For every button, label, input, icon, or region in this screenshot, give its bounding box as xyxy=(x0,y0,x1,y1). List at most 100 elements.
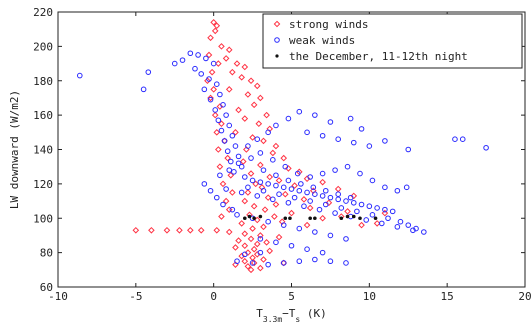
weak-winds-point xyxy=(394,187,401,194)
strong-winds-point xyxy=(215,146,222,153)
strong-winds-point xyxy=(257,94,264,102)
x-tick-label: -5 xyxy=(129,290,142,303)
legend-label-december-night: the December, 11-12th night xyxy=(289,50,468,63)
strong-winds-point xyxy=(309,187,317,195)
strong-winds-point xyxy=(205,51,213,59)
strong-winds-point xyxy=(344,208,351,215)
strong-winds-point xyxy=(225,228,233,236)
x-tick-label: 20 xyxy=(518,290,531,303)
weak-winds-point xyxy=(217,172,223,179)
strong-winds-point xyxy=(275,233,283,241)
strong-winds-point xyxy=(264,194,272,201)
strong-winds-point xyxy=(241,257,249,265)
strong-winds-point xyxy=(250,245,258,253)
strong-winds-point xyxy=(260,223,267,231)
december-night-point xyxy=(288,216,292,221)
weak-winds-point xyxy=(369,177,376,184)
strong-winds-point xyxy=(261,206,269,213)
weak-winds-point xyxy=(221,138,228,144)
weak-winds-point xyxy=(187,50,194,57)
weak-winds-point xyxy=(257,249,264,256)
weak-winds-point xyxy=(312,191,318,197)
weak-winds-point xyxy=(296,225,303,232)
weak-winds-point xyxy=(280,184,287,191)
strong-winds-point xyxy=(213,22,221,30)
weak-winds-point xyxy=(327,194,334,201)
weak-winds-point xyxy=(273,172,279,179)
legend-entry-december-night: the December, 11-12th night xyxy=(275,50,468,63)
weak-winds-point xyxy=(374,205,380,211)
weak-winds-point xyxy=(459,136,466,142)
weak-winds-point xyxy=(242,251,248,258)
strong-winds-point xyxy=(241,197,249,205)
weak-winds-point xyxy=(207,96,214,103)
x-tick-label: 5 xyxy=(288,290,295,303)
weak-winds-point xyxy=(140,86,147,93)
weak-winds-point xyxy=(265,129,271,136)
strong-winds-point xyxy=(257,232,264,239)
weak-winds-point xyxy=(229,132,236,139)
strong-winds-point xyxy=(241,115,249,122)
strong-winds-point xyxy=(271,213,278,220)
december-night-point xyxy=(351,214,356,219)
strong-winds-point xyxy=(260,137,267,145)
x-tick-label: 10 xyxy=(363,290,376,303)
y-tick-label: 100 xyxy=(33,212,53,225)
strong-winds-point xyxy=(227,171,235,179)
strong-winds-point xyxy=(238,74,245,81)
weak-winds-point xyxy=(145,69,152,75)
strong-winds-point xyxy=(224,154,231,162)
weak-winds-point xyxy=(335,196,342,203)
strong-winds-point xyxy=(219,180,227,188)
december-night-point xyxy=(313,216,317,221)
weak-winds-point xyxy=(363,217,370,223)
legend-box xyxy=(262,13,523,69)
strong-winds-point xyxy=(232,129,239,136)
strong-winds-point xyxy=(303,221,311,229)
strong-winds-point xyxy=(235,237,242,244)
strong-winds-point xyxy=(300,196,308,203)
strong-winds-point xyxy=(208,68,216,76)
weak-winds-point xyxy=(294,170,301,177)
weak-winds-point xyxy=(198,71,205,77)
x-axis-label: T3.3m−Ts (K) xyxy=(256,307,326,324)
strong-winds-point xyxy=(218,43,225,50)
weak-winds-point xyxy=(220,201,226,208)
weak-winds-point xyxy=(213,81,220,87)
legend-entry-strong-winds: strong winds xyxy=(273,18,368,31)
weak-winds-point xyxy=(234,212,240,218)
x-axis-label-sub2: s xyxy=(295,315,300,324)
weak-winds-point xyxy=(270,196,276,203)
weak-winds-point xyxy=(347,194,354,201)
weak-winds-point xyxy=(265,218,271,225)
december-night-point xyxy=(308,216,312,221)
strong-winds-point xyxy=(249,225,256,232)
weak-winds-point xyxy=(232,143,239,149)
strong-winds-point xyxy=(241,242,249,250)
weak-winds-point xyxy=(366,143,373,149)
y-tick-label: 200 xyxy=(33,40,53,53)
strong-winds-point xyxy=(263,239,270,246)
weak-winds-point xyxy=(327,232,334,239)
weak-winds-point xyxy=(276,191,282,197)
y-tick-label: 180 xyxy=(33,75,53,88)
strong-winds-point xyxy=(306,204,314,212)
weak-winds-point xyxy=(224,148,231,155)
weak-winds-point xyxy=(327,119,334,125)
strong-winds-point xyxy=(163,226,171,234)
legend-label-weak-winds: weak winds xyxy=(289,34,355,47)
y-tick-label: 140 xyxy=(33,144,53,157)
weak-winds-point xyxy=(322,187,329,194)
strong-winds-point xyxy=(222,197,230,205)
legend: strong winds weak winds the December, 11… xyxy=(262,13,523,69)
strong-winds-point xyxy=(281,190,289,198)
y-tick-label: 120 xyxy=(33,178,53,191)
weak-winds-point xyxy=(206,76,212,82)
strong-winds-point xyxy=(241,63,249,71)
weak-winds-point xyxy=(403,184,410,191)
strong-winds-point xyxy=(222,55,230,62)
weak-winds-point xyxy=(248,155,254,161)
strong-winds-point xyxy=(247,77,255,85)
weak-winds-point xyxy=(358,126,365,132)
strong-winds-point xyxy=(272,201,280,208)
